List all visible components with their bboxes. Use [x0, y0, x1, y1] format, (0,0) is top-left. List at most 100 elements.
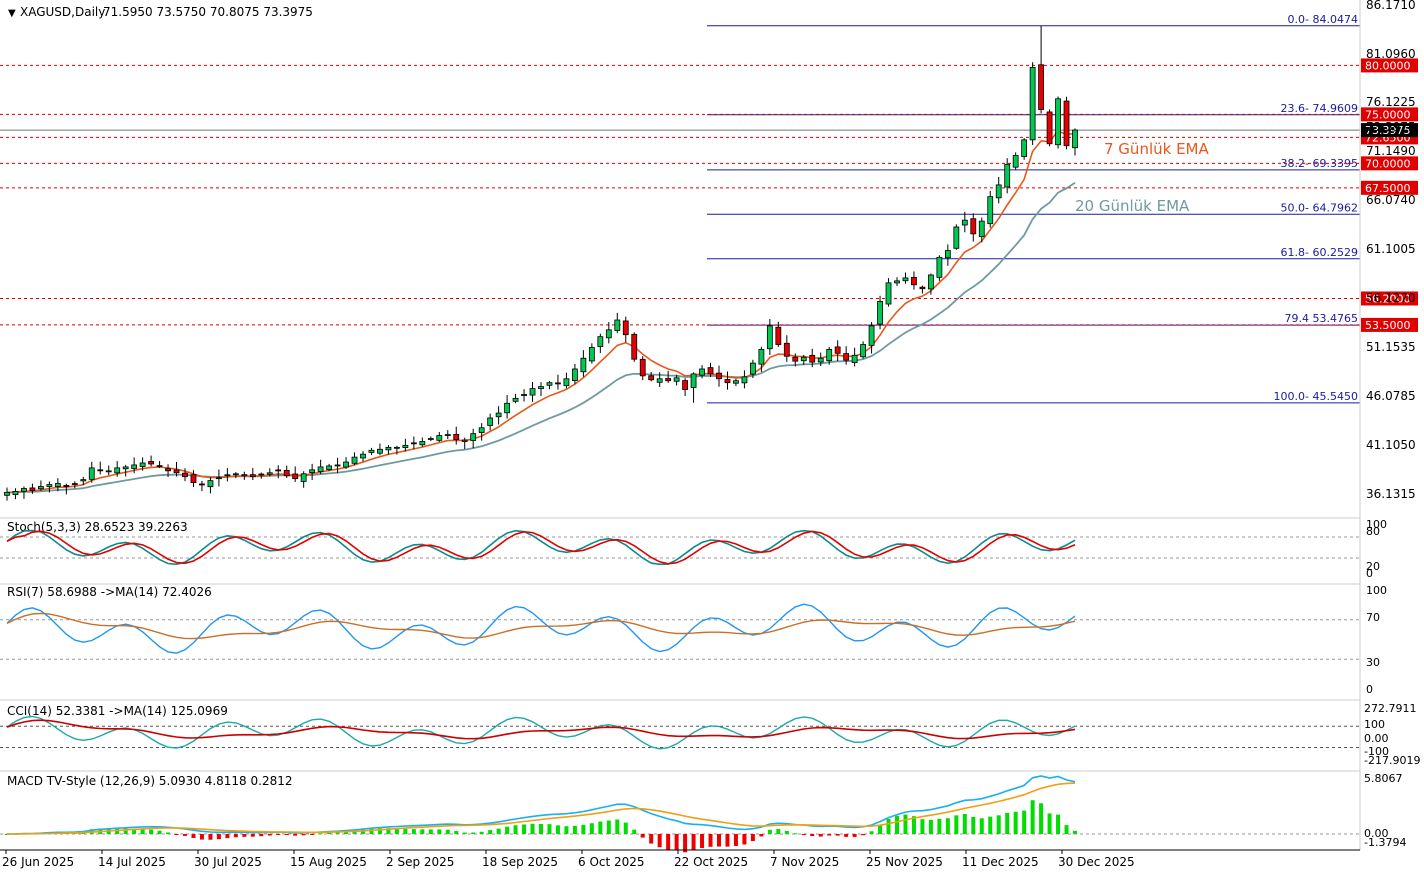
candle-up	[88, 467, 95, 480]
macd-histogram-bar	[377, 828, 382, 834]
date-axis-tick: 14 Jul 2025	[98, 855, 166, 869]
macd-histogram-bar	[954, 815, 959, 834]
price-axis-tick: 51.1535	[1366, 340, 1416, 354]
date-axis-tick: 15 Aug 2025	[290, 855, 367, 869]
level-tag	[1361, 317, 1418, 332]
macd-histogram-bar	[318, 833, 323, 835]
fib-label-61-8: 61.8- 60.2529	[1281, 246, 1358, 259]
date-axis-tick: 18 Sep 2025	[482, 855, 558, 869]
rsi-main-line	[6, 603, 1076, 654]
fib-label-23-6: 23.6- 74.9609	[1281, 102, 1358, 115]
macd-histogram-bar	[759, 834, 764, 837]
macd-histogram-bar	[996, 815, 1001, 834]
fib-label-0-0: 0.0- 84.0474	[1288, 13, 1358, 26]
ema20-line	[6, 181, 1076, 494]
macd-histogram-bar	[352, 830, 357, 834]
candle-down	[707, 367, 714, 375]
candle-down	[29, 487, 36, 491]
macd-histogram-bar	[903, 814, 908, 834]
candle-down	[199, 483, 205, 486]
macd-histogram-bar	[606, 820, 611, 834]
macd-histogram-bar	[632, 829, 637, 834]
price-axis-tick: 61.1005	[1366, 242, 1416, 256]
macd-signal-line	[7, 782, 1076, 835]
stoch-axis-tick: 100	[1366, 518, 1387, 531]
macd-histogram-bar	[1056, 814, 1061, 834]
candle-up	[377, 448, 383, 454]
candle-up	[12, 490, 19, 496]
candle-up	[597, 336, 604, 347]
macd-histogram-bar	[1064, 825, 1069, 834]
candle-up	[207, 480, 214, 488]
fib-label-79-4: 79.4 53.4765	[1285, 312, 1358, 325]
candle-up	[122, 466, 129, 470]
candle-down	[834, 346, 841, 354]
candle-down	[275, 469, 282, 472]
collapse-triangle-icon[interactable]: ▼	[8, 8, 16, 19]
candle-up	[1004, 163, 1011, 188]
candle-down	[639, 358, 646, 377]
cci-main-line	[6, 715, 1076, 750]
candle-up	[402, 444, 409, 449]
candle-up	[224, 474, 231, 477]
stoch-axis-tick: 80	[1366, 525, 1380, 538]
macd-histogram-bar	[166, 832, 171, 834]
price-axis-tick: 73.3975	[1366, 120, 1416, 134]
candle-down	[165, 468, 171, 472]
price-axis-tick: 41.1050	[1366, 438, 1416, 452]
level-tag-label: 67.5000	[1365, 182, 1411, 195]
candle-up	[673, 377, 680, 382]
macd-histogram-bar	[445, 829, 450, 834]
candle-up	[1021, 139, 1028, 157]
candle-up	[139, 462, 146, 467]
macd-histogram-bar	[530, 823, 535, 834]
macd-histogram-bar	[717, 834, 721, 847]
candle-up	[826, 349, 833, 362]
candle-up	[995, 184, 1002, 199]
macd-axis-tick: -1.3794	[1364, 836, 1406, 849]
macd-histogram-bar	[471, 832, 476, 834]
macd-histogram-bar	[208, 834, 213, 840]
candle-down	[783, 342, 790, 357]
macd-histogram-bar	[522, 824, 527, 834]
candle-down	[249, 474, 256, 478]
candle-up	[580, 357, 587, 373]
macd-histogram-bar	[589, 823, 594, 834]
candle-down	[919, 286, 926, 290]
candle-up	[987, 196, 994, 225]
level-tag-label: 80.0000	[1365, 59, 1411, 72]
date-axis-tick: 25 Nov 2025	[866, 855, 943, 869]
macd-histogram-bar	[437, 829, 442, 834]
date-axis-tick: 30 Jul 2025	[194, 855, 262, 869]
candle-up	[326, 465, 332, 471]
candle-up	[80, 479, 87, 482]
macd-histogram-bar	[691, 834, 696, 851]
candle-up	[733, 380, 739, 384]
price-axis-tick: 36.1315	[1366, 487, 1416, 501]
macd-histogram-bar	[793, 833, 798, 835]
candle-up	[741, 376, 748, 384]
candle-up	[758, 349, 765, 365]
macd-histogram-bar	[496, 828, 501, 834]
candle-down	[775, 326, 782, 345]
candle-down	[724, 379, 731, 384]
macd-histogram-bar	[284, 834, 289, 836]
macd-histogram-bar	[123, 828, 128, 834]
macd-histogram-bar	[962, 813, 967, 834]
macd-histogram-bar	[454, 831, 459, 834]
candle-up	[38, 486, 44, 490]
macd-histogram-bar	[708, 834, 713, 847]
macd-histogram-bar	[276, 834, 281, 835]
candle-down	[665, 378, 672, 382]
macd-histogram-bar	[462, 832, 467, 834]
candle-up	[936, 256, 943, 278]
candle-up	[766, 325, 773, 350]
level-tag	[1361, 156, 1418, 171]
candle-up	[868, 325, 875, 346]
candle-up	[690, 373, 697, 388]
candle-down	[1046, 111, 1053, 145]
macd-histogram-bar	[979, 818, 984, 834]
candle-up	[46, 484, 53, 487]
candle-down	[1038, 64, 1044, 110]
